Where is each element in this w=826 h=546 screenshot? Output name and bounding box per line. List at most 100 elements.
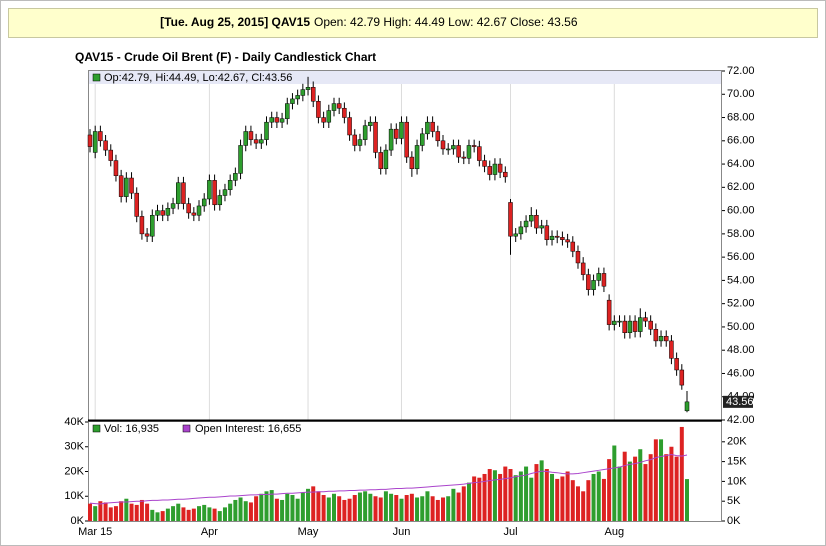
y-tick-label: 62.00 [727, 181, 755, 193]
candle-body [565, 239, 570, 243]
candle-body [632, 320, 638, 332]
candle-body [357, 139, 363, 146]
candle-body [674, 358, 679, 371]
candle-body [321, 117, 326, 123]
candle-body [352, 134, 358, 146]
candle-body [596, 273, 601, 281]
volume-bar [98, 501, 103, 521]
candle-body [440, 140, 446, 150]
volume-bar [238, 497, 243, 521]
legend-swatch [92, 424, 101, 433]
volume-bar [150, 509, 155, 521]
volume-bar [233, 499, 238, 521]
volume-bar [451, 488, 456, 521]
volume-bar [466, 482, 471, 521]
candle-body [612, 320, 617, 325]
volume-bar [482, 473, 487, 521]
candle-body [222, 189, 228, 196]
volume-bar [503, 466, 508, 521]
volume-bar [363, 491, 368, 521]
volume-bar [685, 479, 689, 521]
candle-body [497, 163, 503, 173]
volume-bar [124, 498, 129, 521]
y-tick-label: 72.00 [727, 65, 755, 77]
volume-bar [202, 504, 207, 521]
candle-body [580, 262, 586, 275]
candle-body [191, 212, 197, 216]
volume-bar [534, 464, 539, 521]
y-tick-label: 52.00 [727, 298, 755, 310]
legend-entry: Vol: 16,935 [104, 423, 159, 435]
candle-body [279, 118, 285, 123]
volume-bar [404, 495, 409, 521]
volume-bar [129, 503, 134, 521]
candle-body [461, 156, 467, 159]
header-quote: Open: 42.79 High: 44.49 Low: 42.67 Close… [314, 15, 578, 29]
candle-body [310, 87, 316, 102]
volume-bar [425, 491, 430, 521]
volume-bar [259, 493, 264, 521]
volume-bar [295, 498, 300, 521]
y-tick-label: 64.00 [727, 158, 755, 170]
volume-bar [378, 497, 383, 521]
candle-body [217, 195, 223, 206]
volume-bar [352, 495, 357, 521]
candle-body [549, 235, 555, 240]
volume-bar [617, 466, 622, 521]
y-tick-label: 56.00 [727, 251, 755, 263]
candle-body [227, 180, 233, 190]
volume-bar [409, 493, 414, 521]
candle-body [643, 317, 648, 322]
candle-body [300, 89, 306, 96]
volume-bar [492, 470, 497, 521]
volume-bar [524, 466, 529, 521]
volume-bar [254, 496, 259, 521]
volume-bar [508, 469, 513, 521]
volume-bar [113, 506, 118, 521]
volume-bar [581, 491, 586, 521]
candle-body [658, 335, 664, 342]
volume-bar [394, 495, 399, 521]
candle-body [238, 145, 243, 174]
volume-bar [622, 451, 627, 521]
candle-body [139, 216, 145, 235]
volume-bar [222, 507, 227, 521]
candle-body [269, 117, 274, 123]
candle-body [663, 335, 669, 342]
price-legend: Op:42.79, Hi:44.49, Lo:42.67, Cl:43.56 [104, 72, 292, 84]
volume-bar [612, 445, 617, 521]
candle-body [129, 177, 134, 194]
volume-bar [539, 460, 544, 521]
candle-body [477, 146, 482, 161]
volume-bar [306, 488, 311, 521]
y2-tick-label: 10K [727, 475, 747, 487]
y2-tick-label: 0K [727, 515, 741, 527]
volume-bar [627, 461, 632, 521]
x-tick-label: Aug [605, 526, 625, 538]
candle-body [591, 280, 596, 290]
volume-bar [441, 497, 446, 521]
volume-bar [368, 493, 373, 521]
volume-bar [373, 496, 378, 521]
candle-body [316, 100, 321, 118]
volume-bar [669, 446, 674, 521]
volume-bar [456, 492, 461, 521]
candle-body [430, 121, 435, 132]
legend-swatch [182, 424, 191, 433]
y2-tick-label: 20K [727, 436, 747, 448]
candle-body [544, 225, 550, 240]
volume-bar [331, 493, 336, 521]
candle-body [165, 208, 171, 216]
last-price-box [723, 395, 753, 408]
volume-bar [342, 499, 347, 521]
volume-bar [217, 511, 222, 521]
y-tick-label: 42.00 [727, 414, 755, 426]
volume-bar [560, 476, 565, 521]
candle-body [679, 369, 685, 386]
candle-body [124, 177, 129, 197]
open-interest-line [89, 453, 688, 505]
candle-body [212, 180, 217, 206]
y-tick-label: 68.00 [727, 111, 755, 123]
y2-tick-label: 15K [727, 456, 747, 468]
